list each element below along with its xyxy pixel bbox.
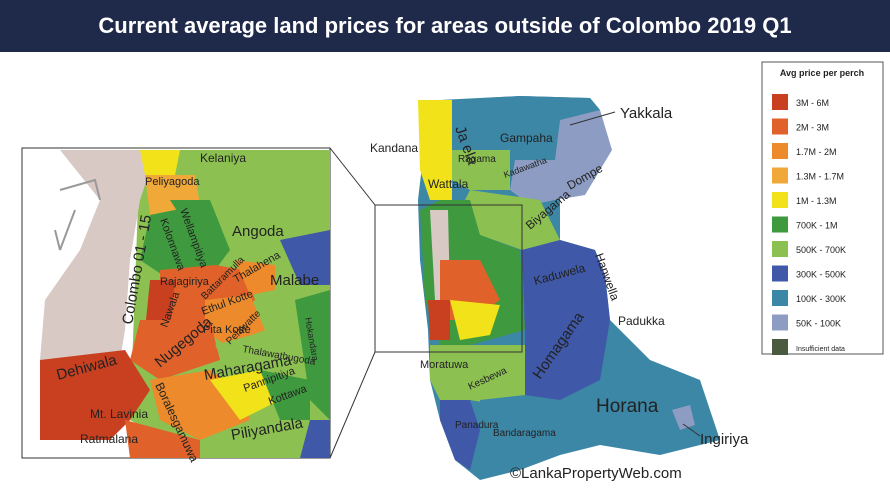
place-label: Angoda [232,223,284,240]
place-label: Peliyagoda [145,176,200,188]
legend-label: 2M - 3M [796,123,829,133]
legend-swatch [772,339,788,355]
legend-swatch [772,192,788,208]
legend-swatch [772,265,788,282]
legend-label: 1.7M - 2M [796,147,837,157]
legend-label: 1.3M - 1.7M [796,172,844,182]
place-label: Padukka [618,314,665,328]
legend-title: Avg price per perch [780,68,864,78]
title: Current average land prices for areas ou… [98,13,791,38]
place-label: Horana [596,396,659,417]
legend-label: 700K - 1M [796,221,838,231]
credit: ©LankaPropertyWeb.com [510,465,682,482]
place-label: Wattala [428,177,469,191]
place-label: Ingiriya [700,431,749,448]
legend-label: 50K - 100K [796,319,841,329]
legend-label: 500K - 700K [796,245,846,255]
legend-swatch [772,143,788,159]
legend-swatch [772,94,788,110]
legend-swatch [772,118,788,135]
place-label: Pita Kotte [203,324,251,336]
place-label: Bandaragama [493,428,556,439]
legend-label: 100K - 300K [796,294,846,304]
legend-label: 300K - 500K [796,270,846,280]
place-label: Panadura [455,420,499,431]
place-label: Ragama [458,154,496,165]
place-label: Kandana [370,141,418,155]
place-label: Ratmalana [80,432,138,446]
place-label: Yakkala [620,105,673,122]
legend-label: 1M - 1.3M [796,196,837,206]
inset-map: Kelaniya Peliyagoda Wellampitiya Kolonna… [21,147,331,465]
legend-label: 3M - 6M [796,98,829,108]
place-label: Malabe [270,272,319,289]
legend-swatch [772,314,788,331]
place-label: Moratuwa [420,359,469,371]
legend-swatch [772,241,788,257]
place-label: Rajagiriya [160,276,210,288]
place-label: Kelaniya [200,151,246,165]
legend-swatch [772,290,788,306]
legend: Avg price per perch 3M - 6M 2M - 3M 1.7M -… [761,61,884,355]
place-label: Gampaha [500,131,553,145]
title-bar [0,0,890,52]
legend-swatch [772,216,788,233]
main-map: Ja ela Gampaha Yakkala Kandana Ragama Ka… [329,96,749,480]
legend-label: Insufficient data [796,346,845,353]
place-label: Mt. Lavinia [90,407,148,421]
legend-swatch [772,167,788,184]
